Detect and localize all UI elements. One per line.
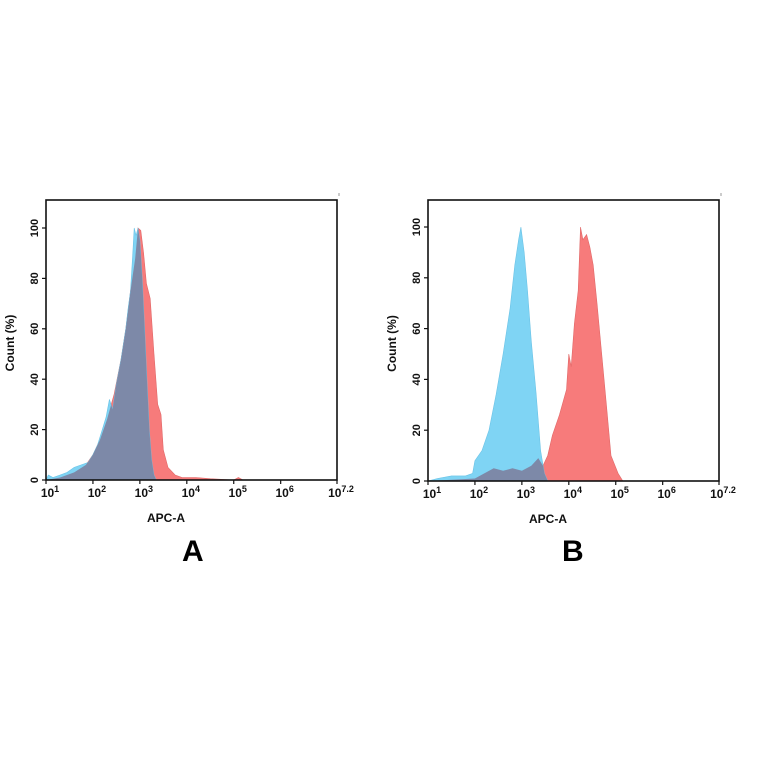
plot-area [45, 227, 244, 481]
y-tick-label: 0 [29, 477, 41, 483]
y-tick-label: 40 [29, 373, 41, 385]
y-tick-label: 20 [29, 423, 41, 435]
y-axis-label: Count (%) [3, 315, 17, 372]
plot-frame [45, 199, 338, 481]
y-tick-label: 80 [29, 272, 41, 284]
x-tick-label: 102 [88, 484, 106, 500]
overlap-region [46, 228, 157, 480]
y-tick-label: 60 [29, 323, 41, 335]
panel-label-b: B [562, 535, 584, 568]
x-axis-label: APC-A [147, 511, 185, 525]
x-tick-label: 106 [275, 484, 293, 500]
x-tick-label: 101 [41, 484, 59, 500]
x-tick-label: 105 [229, 484, 247, 500]
panel-label-a: A [182, 535, 204, 568]
x-tick-label: 103 [135, 484, 153, 500]
x-tick-label: 107.2 [328, 484, 354, 500]
y-tick-label: 100 [29, 219, 41, 237]
x-tick-label: 104 [182, 484, 200, 500]
